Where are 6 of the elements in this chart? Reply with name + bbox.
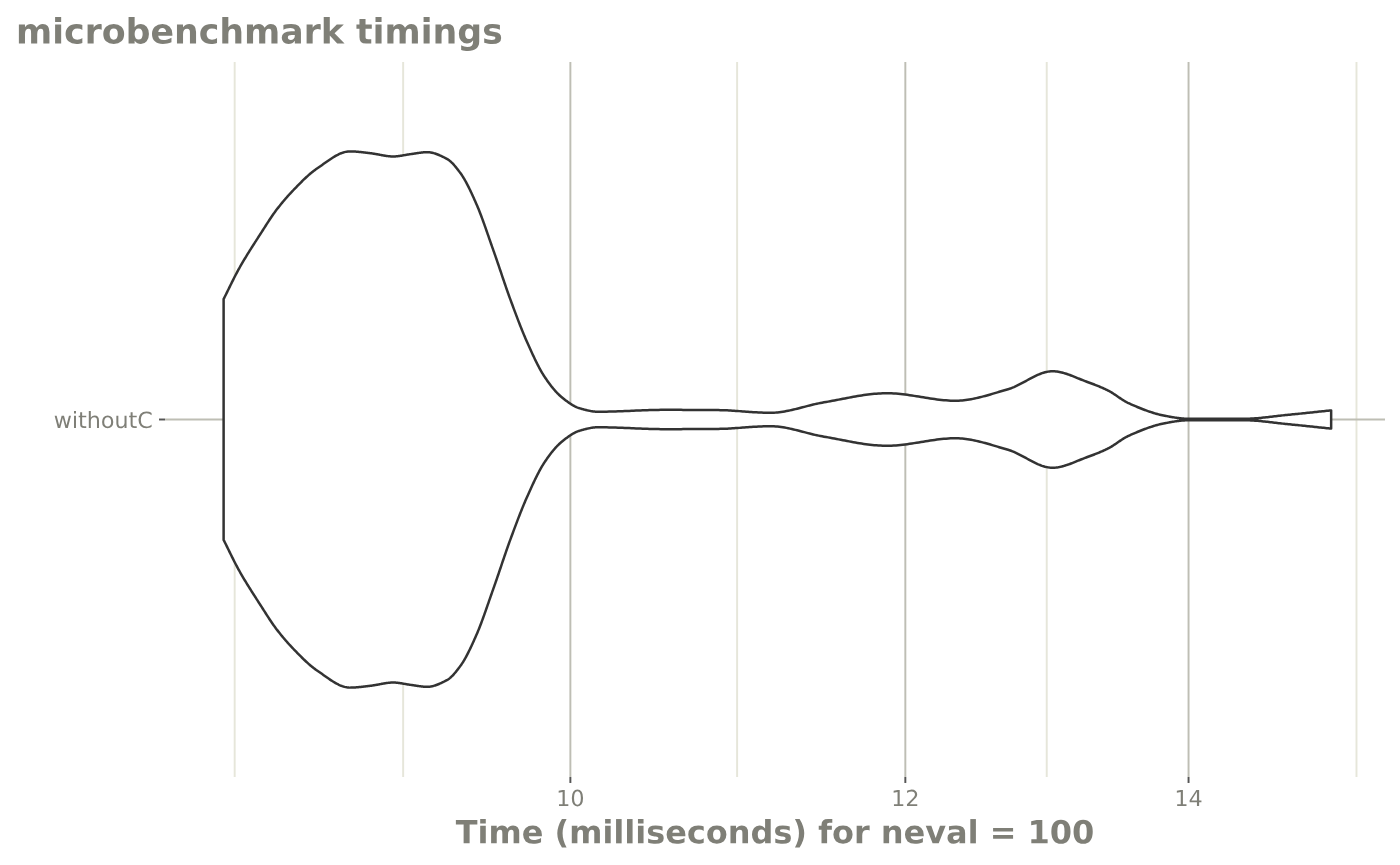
- chart-title: microbenchmark timings: [18, 17, 502, 51]
- x-tick-label: 12: [893, 789, 918, 807]
- x-axis-title: Time (milliseconds) for neval = 100: [455, 819, 1093, 848]
- x-tick-label: 14: [1176, 789, 1202, 807]
- text: withoutC: [54, 411, 152, 429]
- x-tick-label: 10: [558, 789, 584, 807]
